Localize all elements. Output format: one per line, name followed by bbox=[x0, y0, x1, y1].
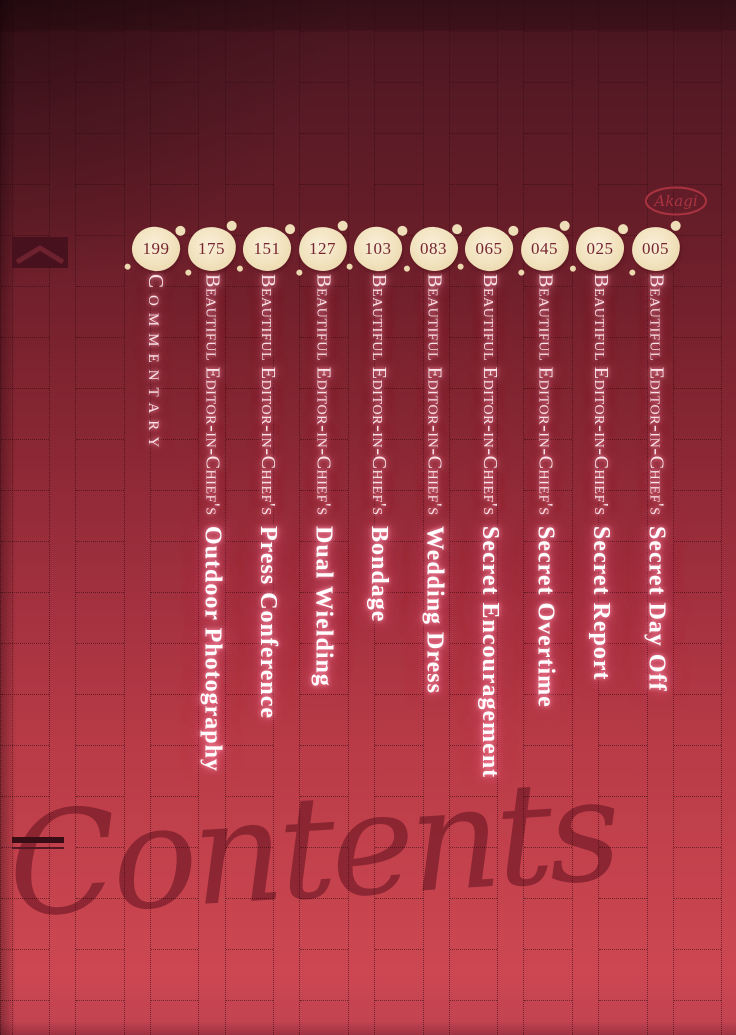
page-number: 065 bbox=[475, 239, 503, 258]
publisher-logo-text: Akagi bbox=[652, 192, 697, 210]
page-number: 045 bbox=[531, 239, 558, 258]
publisher-logo: Akagi bbox=[643, 184, 709, 218]
chapter-label: Beautiful Editor-in-Chief's Wedding Dress bbox=[420, 274, 448, 694]
page-number: 199 bbox=[142, 239, 170, 258]
page-number-badge: 025 bbox=[574, 225, 626, 273]
chapter-label: Commentary bbox=[144, 274, 168, 454]
chapter-entry-secret-encouragement[interactable]: 065 Beautiful Editor-in-Chief's Secret En… bbox=[462, 224, 516, 778]
page-number-badge: 199 bbox=[129, 224, 183, 274]
rule-bar-thick bbox=[12, 837, 64, 843]
series-prefix: Beautiful Editor-in-Chief's bbox=[645, 274, 668, 516]
chapter-entry-press-conference[interactable]: 151 Beautiful Editor-in-Chief's Press Con… bbox=[241, 225, 293, 719]
series-prefix: Beautiful Editor-in-Chief's bbox=[534, 274, 557, 516]
chapter-entry-bondage[interactable]: 103 Beautiful Editor-in-Chief's Bondage bbox=[351, 224, 405, 622]
chapter-entry-commentary[interactable]: 199 Commentary bbox=[129, 224, 183, 454]
chapter-entry-wedding-dress[interactable]: 083 Beautiful Editor-in-Chief's Wedding D… bbox=[408, 225, 460, 694]
series-prefix: Beautiful Editor-in-Chief's bbox=[256, 274, 279, 516]
rule-bar-thin bbox=[12, 847, 64, 849]
page-number: 127 bbox=[309, 239, 336, 258]
page-number: 175 bbox=[198, 239, 225, 258]
chapter-label: Beautiful Editor-in-Chief's Secret Overti… bbox=[531, 274, 559, 708]
page-number-badge: 083 bbox=[408, 225, 459, 273]
series-prefix: Beautiful Editor-in-Chief's bbox=[312, 274, 335, 516]
series-prefix: Beautiful Editor-in-Chief's bbox=[201, 274, 224, 516]
page-number-badge: 005 bbox=[629, 224, 682, 274]
page-number-badge: 045 bbox=[518, 224, 571, 274]
chapter-entry-secret-overtime[interactable]: 045 Beautiful Editor-in-Chief's Secret Ov… bbox=[518, 224, 571, 708]
chapter-title: Secret Overtime bbox=[532, 525, 559, 708]
series-prefix: Beautiful Editor-in-Chief's bbox=[423, 274, 446, 516]
chapter-title: Secret Report bbox=[587, 525, 614, 681]
chapter-entry-secret-report[interactable]: 025 Beautiful Editor-in-Chief's Secret Re… bbox=[574, 225, 626, 680]
series-prefix: Beautiful Editor-in-Chief's bbox=[367, 274, 390, 516]
chapter-label: Beautiful Editor-in-Chief's Secret Day Of… bbox=[642, 274, 670, 692]
chapter-label: Beautiful Editor-in-Chief's Dual Wielding bbox=[309, 274, 337, 687]
chapter-label: Beautiful Editor-in-Chief's Bondage bbox=[364, 274, 392, 622]
chapter-title: Outdoor Photography bbox=[199, 525, 226, 772]
chapter-title: Bondage bbox=[365, 525, 392, 623]
chapter-title: Dual Wielding bbox=[310, 525, 337, 687]
page-number-badge: 127 bbox=[296, 224, 349, 274]
chapter-entry-secret-day-off[interactable]: 005 Beautiful Editor-in-Chief's Secret Da… bbox=[629, 224, 682, 692]
chapter-title: Commentary bbox=[144, 274, 169, 455]
chapter-title: Secret Encouragement bbox=[476, 525, 503, 778]
series-prefix: Beautiful Editor-in-Chief's bbox=[478, 274, 501, 516]
chapter-entry-outdoor-photography[interactable]: 175 Beautiful Editor-in-Chief's Outdoor P… bbox=[185, 224, 238, 772]
chapter-title: Secret Day Off bbox=[643, 525, 670, 692]
page-number-badge: 175 bbox=[185, 224, 238, 274]
page-number: 083 bbox=[420, 239, 447, 258]
bookmark-ribbon-icon bbox=[12, 237, 68, 268]
page-number: 151 bbox=[253, 239, 281, 258]
page-number-badge: 151 bbox=[241, 225, 293, 273]
chapter-label: Beautiful Editor-in-Chief's Outdoor Photo… bbox=[198, 274, 226, 772]
series-prefix: Beautiful Editor-in-Chief's bbox=[589, 274, 612, 516]
page-number-badge: 103 bbox=[351, 224, 405, 274]
chapter-label: Beautiful Editor-in-Chief's Secret Report bbox=[586, 274, 614, 680]
chapter-entry-dual-wielding[interactable]: 127 Beautiful Editor-in-Chief's Dual Wiel… bbox=[296, 224, 349, 687]
page-number: 103 bbox=[364, 239, 392, 258]
page-number: 025 bbox=[586, 239, 614, 258]
chapter-label: Beautiful Editor-in-Chief's Press Confere… bbox=[253, 274, 281, 719]
chapter-title: Wedding Dress bbox=[421, 525, 448, 694]
chapter-label: Beautiful Editor-in-Chief's Secret Encour… bbox=[475, 274, 503, 778]
page-number-badge: 065 bbox=[462, 224, 516, 274]
chapter-title: Press Conference bbox=[254, 525, 281, 719]
page-number: 005 bbox=[642, 239, 669, 258]
